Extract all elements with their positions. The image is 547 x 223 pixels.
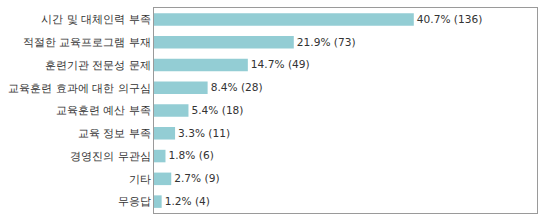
svg-text:교육훈련 효과에 대한 의구심: 교육훈련 효과에 대한 의구심: [8, 82, 151, 95]
svg-text:기타: 기타: [129, 173, 151, 186]
svg-text:5.4% (18): 5.4% (18): [192, 104, 244, 116]
svg-text:14.7% (49): 14.7% (49): [251, 58, 310, 70]
svg-text:경영진의 무관심: 경영진의 무관심: [70, 150, 151, 163]
svg-text:훈련기관 전문성 문제: 훈련기관 전문성 문제: [45, 59, 151, 72]
svg-text:교육 정보 부족: 교육 정보 부족: [78, 127, 151, 140]
svg-text:8.4% (28): 8.4% (28): [211, 81, 263, 93]
svg-text:교육훈련 예산 부족: 교육훈련 예산 부족: [56, 104, 151, 117]
svg-text:3.3% (11): 3.3% (11): [178, 127, 230, 139]
svg-text:무응답: 무응답: [118, 195, 151, 208]
svg-text:40.7% (136): 40.7% (136): [417, 13, 482, 25]
svg-text:시간 및 대체인력 부족: 시간 및 대체인력 부족: [41, 13, 151, 26]
svg-text:21.9% (73): 21.9% (73): [297, 36, 356, 48]
svg-text:적절한 교육프로그램 부재: 적절한 교육프로그램 부재: [23, 36, 151, 49]
svg-text:1.2% (4): 1.2% (4): [165, 195, 210, 207]
svg-text:2.7% (9): 2.7% (9): [174, 172, 219, 184]
svg-text:1.8% (6): 1.8% (6): [169, 149, 214, 161]
